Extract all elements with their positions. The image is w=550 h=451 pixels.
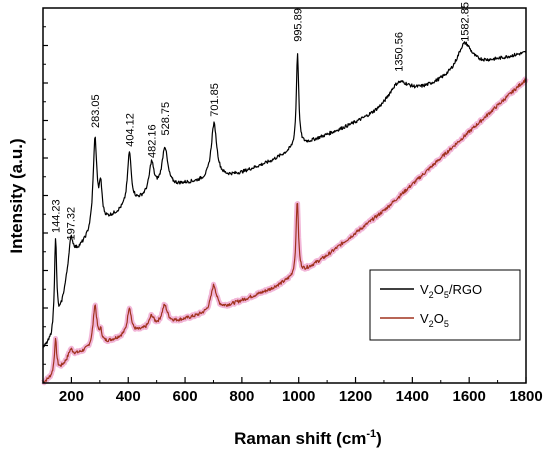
x-axis-title-main: Raman shift (cm <box>234 429 366 448</box>
x-tick-label: 400 <box>116 388 141 405</box>
plot-lines <box>41 41 529 386</box>
legend-v2o5-part2: O <box>434 311 444 326</box>
x-tick-label: 1000 <box>282 388 315 405</box>
peak-label: 1582.85 <box>459 2 471 42</box>
legend-box <box>369 269 521 341</box>
legend-v2o5-rgo-part0: V <box>420 282 429 297</box>
legend-label-v2o5-rgo: V2O5/RGO <box>420 282 482 300</box>
legend-label-v2o5: V2O5 <box>420 311 449 329</box>
peak-label: 404.12 <box>124 113 136 147</box>
series-line-1 <box>42 78 527 384</box>
x-axis-ticks: 200 400 600 800 1000 1200 1400 1600 1800 <box>59 377 543 405</box>
x-tick-label: 1600 <box>452 388 485 405</box>
legend-v2o5-rgo-part1: 2 <box>429 290 434 300</box>
x-axis-title: Raman shift (cm-1) <box>234 428 382 448</box>
peak-label: 995.89 <box>293 8 305 42</box>
legend: V2O5/RGO V2O5 <box>369 269 521 341</box>
x-tick-label: 1400 <box>396 388 429 405</box>
peak-label: 701.85 <box>209 83 221 117</box>
legend-v2o5-part3: 5 <box>444 319 449 329</box>
peak-label: 1350.56 <box>393 32 405 72</box>
peak-label: 283.05 <box>90 94 102 128</box>
y-axis-ticks <box>43 26 48 365</box>
peak-label: 482.16 <box>147 124 159 158</box>
x-axis-title-sup: -1 <box>366 428 376 440</box>
x-tick-label: 600 <box>173 388 198 405</box>
legend-v2o5-rgo-part4: /RGO <box>449 282 482 297</box>
legend-v2o5-rgo-part2: O <box>434 282 444 297</box>
peak-label: 197.32 <box>66 207 78 241</box>
x-tick-label: 1200 <box>339 388 372 405</box>
peak-label: 528.75 <box>160 102 172 136</box>
x-tick-label: 1800 <box>509 388 542 405</box>
legend-v2o5-part0: V <box>420 311 429 326</box>
legend-v2o5-part1: 2 <box>429 319 434 329</box>
x-tick-label: 200 <box>59 388 84 405</box>
y-axis-title: Intensity (a.u.) <box>7 138 26 253</box>
series-line-0 <box>42 41 527 349</box>
x-tick-label: 800 <box>229 388 254 405</box>
x-axis-title-close: ) <box>376 429 382 448</box>
legend-v2o5-rgo-part3: 5 <box>444 290 449 300</box>
peak-label: 144.23 <box>51 199 63 233</box>
